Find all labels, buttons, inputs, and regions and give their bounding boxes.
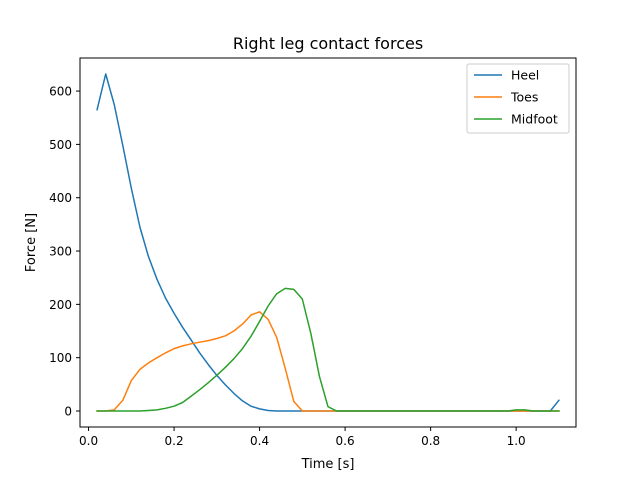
legend-box xyxy=(466,63,570,134)
x-tick-label: 0.2 xyxy=(165,434,184,448)
series-line-midfoot xyxy=(96,287,560,412)
y-tick-label: 400 xyxy=(49,191,72,205)
y-tick-label: 0 xyxy=(64,405,72,419)
x-axis-label: Time [s] xyxy=(301,457,355,472)
legend-label-heel: Heel xyxy=(511,68,539,83)
axes-frame xyxy=(79,57,577,428)
y-axis-label: Force [N] xyxy=(24,213,39,272)
x-tick-label: 1.0 xyxy=(507,434,526,448)
x-tick-label: 0.6 xyxy=(336,434,355,448)
plot-area xyxy=(96,73,560,412)
chart-title: Right leg contact forces xyxy=(233,34,423,53)
y-tick-label: 300 xyxy=(49,245,72,259)
y-tick-label: 100 xyxy=(49,351,72,365)
axis-ticks: 0.0 0.2 0.4 0.6 0.8 1.0 0 100 200 300 400 500 600 xyxy=(49,85,526,448)
y-tick-label: 500 xyxy=(49,138,72,152)
legend-label-midfoot: Midfoot xyxy=(511,112,558,127)
x-tick-label: 0.0 xyxy=(79,434,98,448)
y-tick-label: 600 xyxy=(49,85,72,99)
x-tick-label: 0.4 xyxy=(250,434,269,448)
legend: Heel Toes Midfoot xyxy=(466,63,570,134)
x-tick-label: 0.8 xyxy=(421,434,440,448)
legend-label-toes: Toes xyxy=(510,90,538,105)
y-tick-label: 200 xyxy=(49,298,72,312)
